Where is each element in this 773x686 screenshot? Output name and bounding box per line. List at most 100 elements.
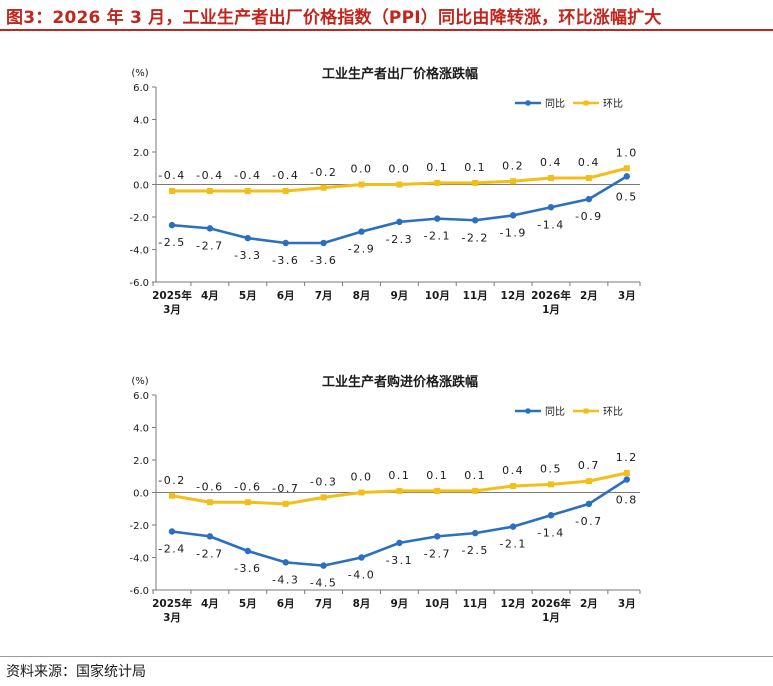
data-point-yoy	[472, 529, 479, 537]
data-point-yoy	[244, 547, 251, 555]
x-tick-label: 3月	[618, 598, 636, 610]
x-tick-label: 4月	[201, 598, 219, 610]
data-label-yoy: -2.1	[424, 230, 451, 243]
data-point-yoy	[623, 173, 630, 180]
data-label-mom: 0.1	[388, 469, 410, 482]
data-point-yoy	[168, 528, 176, 535]
figure-title: 图3：2026 年 3 月，工业生产者出厂价格指数（PPI）同比由降转涨，环比涨…	[6, 8, 662, 28]
data-point-mom	[472, 179, 479, 186]
data-label-yoy: -3.6	[272, 254, 299, 267]
data-label-mom: -0.3	[310, 475, 337, 488]
data-point-yoy	[282, 559, 289, 566]
data-label-mom: -0.2	[310, 166, 337, 179]
data-label-yoy: -1.4	[537, 218, 564, 231]
data-label-mom: -0.7	[272, 482, 299, 495]
data-label-mom: 0.2	[502, 159, 524, 172]
data-point-yoy	[320, 239, 327, 247]
ppi-output-chart: 工业生产者出厂价格涨跌幅(%)6.04.02.00.0-2.0-4.0-6.02…	[129, 66, 641, 316]
data-point-mom	[244, 188, 251, 194]
x-tick-label: 2026年	[531, 597, 571, 610]
data-point-yoy	[244, 234, 251, 242]
x-tick-label: 10月	[425, 598, 450, 610]
data-label-mom: 1.0	[616, 146, 638, 159]
x-tick-label: 1月	[542, 612, 560, 624]
data-point-mom	[320, 184, 327, 191]
data-label-mom: -0.4	[272, 169, 299, 182]
y-tick-label: -4.0	[129, 246, 149, 257]
data-label-mom: 0.1	[426, 161, 448, 174]
x-tick-label: 4月	[201, 290, 219, 302]
data-point-yoy	[623, 476, 630, 483]
data-point-mom	[548, 175, 554, 181]
x-tick-label: 7月	[315, 290, 333, 302]
data-point-yoy	[434, 215, 441, 222]
data-label-mom: -0.2	[158, 474, 185, 487]
data-label-mom: 0.0	[351, 163, 373, 176]
ppi-input-chart: 工业生产者购进价格涨跌幅(%)6.04.02.00.0-2.0-4.0-6.02…	[129, 374, 641, 624]
y-unit-label: (%)	[131, 68, 148, 79]
y-tick-label: -2.0	[129, 213, 149, 224]
y-tick-label: 2.0	[133, 148, 149, 159]
data-label-yoy: -2.7	[196, 239, 223, 252]
data-label-yoy: 0.8	[616, 494, 638, 507]
data-point-mom	[358, 181, 365, 188]
data-point-yoy	[396, 539, 403, 547]
x-tick-label: 6月	[277, 290, 295, 302]
legend-marker-mom	[583, 408, 589, 414]
data-label-mom: 1.2	[616, 451, 638, 464]
x-tick-label: 3月	[163, 612, 181, 624]
data-point-mom	[623, 165, 630, 172]
data-point-yoy	[206, 225, 214, 232]
data-point-mom	[510, 178, 517, 185]
data-point-yoy	[396, 218, 403, 226]
data-point-mom	[623, 470, 630, 476]
chart-title: 工业生产者购进价格涨跌幅	[322, 374, 478, 390]
data-label-yoy: -3.1	[386, 554, 413, 567]
data-point-yoy	[547, 512, 555, 519]
data-point-mom	[169, 188, 175, 194]
x-tick-label: 3月	[163, 304, 181, 316]
data-point-yoy	[509, 212, 517, 219]
legend-marker-yoy	[525, 100, 531, 106]
data-label-yoy: -2.7	[424, 547, 451, 560]
y-tick-label: 0.0	[133, 489, 149, 500]
data-label-yoy: -4.3	[272, 573, 299, 586]
data-label-yoy: -2.1	[499, 538, 526, 551]
x-tick-label: 11月	[463, 598, 488, 610]
y-unit-label: (%)	[131, 376, 148, 387]
data-label-yoy: -2.5	[158, 236, 185, 249]
data-label-mom: 0.4	[578, 156, 600, 169]
data-point-yoy	[585, 195, 593, 203]
data-label-yoy: -1.4	[537, 526, 564, 539]
y-tick-label: 6.0	[133, 391, 149, 402]
y-tick-label: -6.0	[129, 278, 149, 289]
x-tick-label: 5月	[239, 290, 257, 302]
data-point-mom	[396, 181, 403, 188]
data-point-mom	[548, 481, 554, 488]
data-label-mom: 0.7	[578, 459, 600, 472]
data-point-yoy	[585, 500, 593, 508]
data-point-yoy	[547, 204, 555, 211]
data-label-mom: 0.0	[351, 471, 373, 484]
data-point-yoy	[509, 523, 517, 530]
x-tick-label: 7月	[315, 598, 333, 610]
data-point-yoy	[282, 239, 289, 247]
y-tick-label: 0.0	[133, 181, 149, 192]
x-tick-label: 12月	[501, 598, 526, 610]
data-label-yoy: -1.9	[499, 226, 526, 239]
data-point-yoy	[472, 217, 479, 224]
legend-label-mom: 环比	[603, 406, 623, 418]
legend-label-yoy: 同比	[545, 406, 565, 418]
data-point-mom	[472, 487, 479, 494]
data-point-mom	[206, 188, 213, 194]
data-point-mom	[585, 478, 592, 485]
data-label-yoy: -4.0	[348, 569, 375, 582]
data-point-mom	[206, 499, 213, 506]
source-rule	[0, 656, 773, 657]
data-label-mom: 0.0	[388, 163, 410, 176]
y-tick-label: 4.0	[133, 116, 149, 127]
data-label-mom: -0.6	[196, 480, 223, 493]
data-label-mom: 0.1	[464, 161, 486, 174]
y-tick-label: -4.0	[129, 554, 149, 565]
data-point-yoy	[358, 554, 365, 561]
